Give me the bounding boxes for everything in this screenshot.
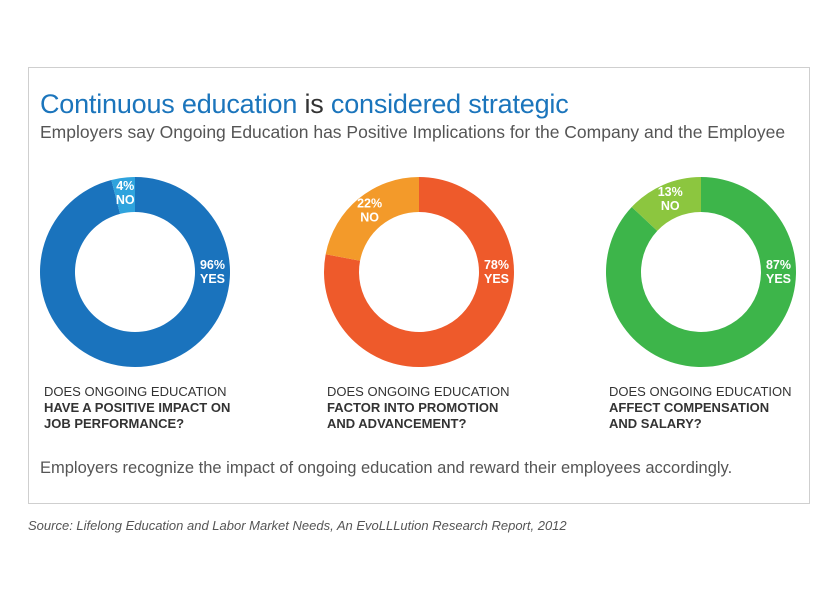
donut-1-no-value: 4%: [116, 179, 134, 193]
page-title: Continuous education is considered strat…: [40, 89, 569, 120]
donut-3-yes-value: 87%: [766, 258, 791, 272]
question-2: DOES ONGOING EDUCATION FACTOR INTO PROMO…: [327, 384, 547, 432]
question-3: DOES ONGOING EDUCATION AFFECT COMPENSATI…: [609, 384, 829, 432]
chart-panel: [28, 67, 810, 504]
question-3-line-2: AFFECT COMPENSATION: [609, 400, 770, 415]
donut-2-yes-label: YES: [484, 272, 509, 286]
title-part-2: is: [297, 89, 331, 119]
donut-2-no-label: NO: [360, 210, 379, 224]
question-1: DOES ONGOING EDUCATION HAVE A POSITIVE I…: [44, 384, 264, 432]
page-subtitle: Employers say Ongoing Education has Posi…: [40, 122, 786, 142]
question-3-line-3: AND SALARY?: [609, 416, 702, 431]
question-2-line-3: AND ADVANCEMENT?: [327, 416, 467, 431]
donut-2-slice-yes: [324, 177, 514, 367]
title-part-3: considered strategic: [330, 89, 569, 119]
question-1-line-2: HAVE A POSITIVE IMPACT ON: [44, 400, 231, 415]
question-2-line-2: FACTOR INTO PROMOTION: [327, 400, 499, 415]
donut-1-slice-yes: [40, 177, 231, 368]
question-2-line-1: DOES ONGOING EDUCATION: [327, 384, 510, 399]
donut-3-no-label: NO: [661, 199, 680, 213]
donut-2-no-value: 22%: [357, 196, 382, 210]
question-1-line-3: JOB PERFORMANCE?: [44, 416, 185, 431]
question-1-line-1: DOES ONGOING EDUCATION: [44, 384, 227, 399]
donut-3-no-value: 13%: [658, 185, 683, 199]
question-3-line-1: DOES ONGOING EDUCATION: [609, 384, 792, 399]
footer-text: Employers recognize the impact of ongoin…: [40, 459, 733, 477]
donut-3-yes-label: YES: [766, 272, 791, 286]
donut-1-yes-label: YES: [200, 272, 225, 286]
donut-1-slice-no: [111, 177, 135, 214]
donut-2-yes-value: 78%: [484, 258, 509, 272]
donut-3-slice-no: [631, 177, 701, 231]
donut-3-slice-yes: [606, 177, 796, 368]
donut-2-slice-no: [325, 177, 419, 261]
donut-1-no-label: NO: [116, 193, 135, 207]
title-part-1: Continuous education: [40, 89, 298, 119]
donut-1-yes-value: 96%: [200, 258, 225, 272]
source-note: Source: Lifelong Education and Labor Mar…: [28, 518, 567, 533]
